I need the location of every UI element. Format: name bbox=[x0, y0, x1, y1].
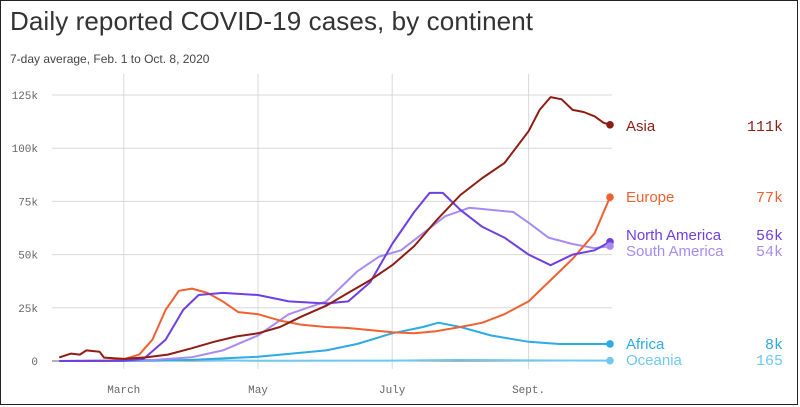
series-value-north-america: 56k bbox=[756, 228, 783, 245]
series-line-south-america bbox=[59, 206, 611, 362]
x-tick-label: March bbox=[107, 385, 140, 397]
series-line-asia bbox=[59, 96, 611, 360]
series-line-europe bbox=[59, 196, 611, 362]
series-label-oceania: Oceania bbox=[626, 352, 683, 369]
series-value-africa: 8k bbox=[765, 337, 783, 354]
y-tick-label: 25k bbox=[18, 304, 38, 316]
end-dot-africa bbox=[606, 340, 614, 348]
series-value-asia: 111k bbox=[747, 119, 783, 136]
end-dot-europe bbox=[606, 193, 614, 201]
chart-subtitle: 7-day average, Feb. 1 to Oct. 8, 2020 bbox=[10, 52, 210, 66]
series-label-south-america: South America bbox=[626, 243, 724, 260]
series-line-north-america bbox=[59, 191, 611, 362]
x-tick-label: Sept. bbox=[512, 385, 545, 397]
y-tick-label: 75k bbox=[18, 197, 38, 209]
series-line-africa bbox=[59, 321, 611, 362]
y-tick-label: 100k bbox=[12, 144, 39, 156]
end-dot-south-america bbox=[606, 242, 614, 250]
y-tick-label: 125k bbox=[12, 91, 39, 103]
end-dot-oceania bbox=[606, 356, 614, 365]
y-tick-label: 50k bbox=[18, 251, 38, 263]
series-value-oceania: 165 bbox=[756, 353, 783, 370]
series-value-europe: 77k bbox=[756, 190, 783, 207]
series-label-europe: Europe bbox=[626, 189, 674, 206]
series-label-africa: Africa bbox=[626, 336, 665, 353]
series-label-asia: Asia bbox=[626, 118, 656, 135]
x-tick-label: July bbox=[379, 385, 406, 397]
chart-title: Daily reported COVID-19 cases, by contin… bbox=[10, 6, 534, 36]
x-tick-label: May bbox=[248, 385, 268, 397]
y-tick-label: 0 bbox=[31, 357, 38, 369]
series-value-south-america: 54k bbox=[756, 244, 783, 261]
end-dot-asia bbox=[606, 120, 614, 129]
series-label-north-america: North America bbox=[626, 227, 722, 244]
